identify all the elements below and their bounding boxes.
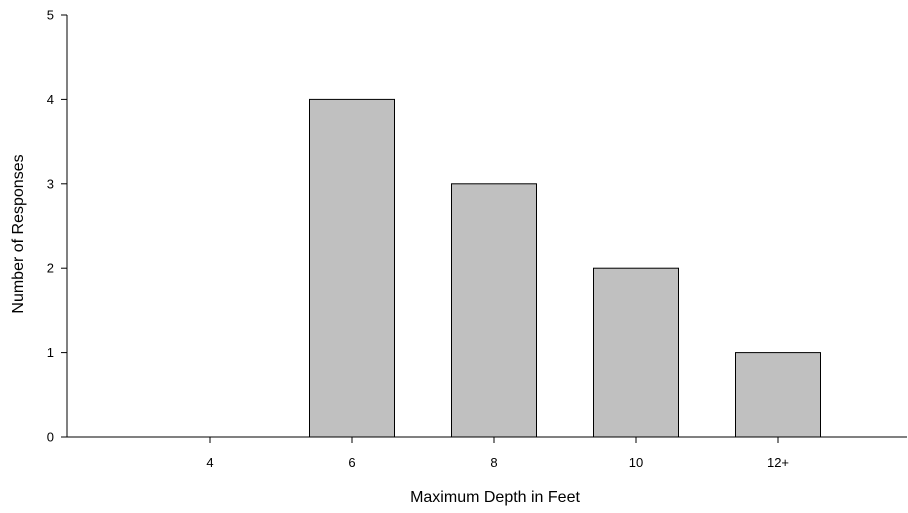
y-tick-label: 4 bbox=[47, 92, 54, 107]
y-tick-label: 2 bbox=[47, 261, 54, 276]
x-axis-ticks: 4 6 8 10 12+ bbox=[206, 437, 789, 470]
bar-6 bbox=[309, 98, 395, 438]
x-tick-label: 8 bbox=[490, 455, 497, 470]
y-axis-ticks: 0 1 2 3 4 5 bbox=[47, 8, 67, 445]
bar-8 bbox=[451, 183, 537, 438]
bars bbox=[309, 98, 821, 438]
x-tick-label: 6 bbox=[348, 455, 355, 470]
bar-12plus bbox=[735, 352, 821, 438]
x-tick-label: 4 bbox=[206, 455, 213, 470]
y-tick-label: 3 bbox=[47, 176, 54, 191]
y-tick-label: 5 bbox=[47, 8, 54, 23]
x-tick-label: 10 bbox=[629, 455, 643, 470]
x-tick-label: 12+ bbox=[767, 455, 789, 470]
bar-10 bbox=[593, 267, 679, 438]
y-tick-label: 0 bbox=[47, 430, 54, 445]
y-axis-title: Number of Responses bbox=[10, 154, 27, 313]
x-axis-title: Maximum Depth in Feet bbox=[410, 489, 580, 506]
y-tick-label: 1 bbox=[47, 345, 54, 360]
